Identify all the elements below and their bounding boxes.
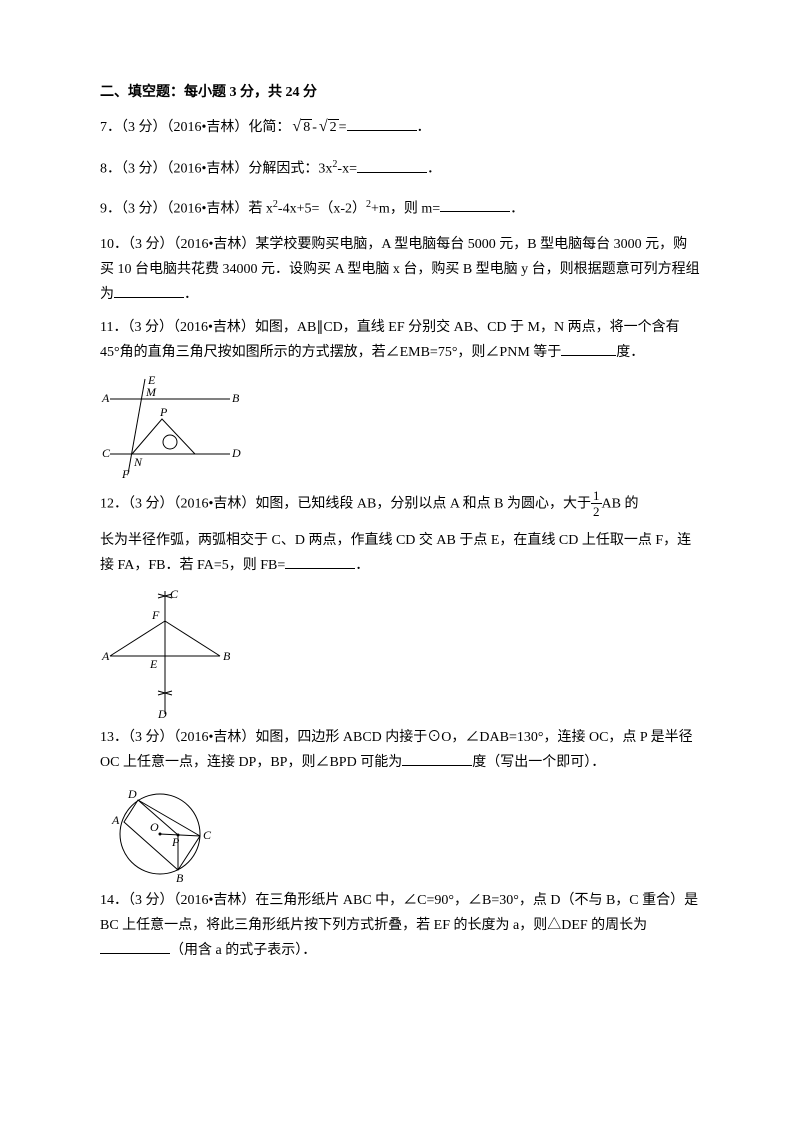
q9-prefix: 9．（3 分）（2016•吉林）若 x — [100, 201, 273, 216]
q13-diagram: A B C D O P — [100, 784, 220, 884]
q13-suffix: 度（写出一个即可）． — [472, 755, 605, 770]
sqrt-icon: 2 — [317, 113, 339, 142]
q12-mid: AB 的 — [602, 496, 639, 511]
svg-text:E: E — [149, 657, 158, 671]
q14-suffix: （用含 a 的式子表示）． — [170, 943, 316, 958]
svg-text:B: B — [176, 871, 184, 884]
q7-sqrt1: 8 — [301, 119, 312, 135]
q12-prefix: 12．（3 分）（2016•吉林）如图，已知线段 AB，分别以点 A 和点 B … — [100, 496, 591, 511]
svg-text:C: C — [203, 828, 212, 842]
q7-sqrt2: 2 — [328, 119, 339, 135]
q8-suffix: ． — [427, 162, 441, 177]
q14-text: 14．（3 分）（2016•吉林）在三角形纸片 ABC 中，∠C=90°，∠B=… — [100, 893, 698, 933]
answer-blank — [440, 197, 510, 212]
svg-text:C: C — [102, 446, 111, 460]
svg-text:O: O — [150, 820, 159, 834]
q9-mid1: -4x+5=（x-2） — [278, 201, 366, 216]
answer-blank — [561, 341, 616, 356]
svg-text:P: P — [171, 835, 180, 849]
q12-suffix: ． — [355, 558, 369, 573]
question-11: 11．（3 分）（2016•吉林）如图，AB∥CD，直线 EF 分别交 AB、C… — [100, 315, 700, 365]
q12-diagram: A B C D E F — [100, 586, 240, 721]
svg-text:D: D — [157, 707, 167, 721]
svg-text:C: C — [170, 587, 179, 601]
svg-text:F: F — [121, 467, 130, 481]
answer-blank — [100, 939, 170, 954]
section-title: 二、填空题：每小题 3 分，共 24 分 — [100, 80, 700, 105]
svg-text:A: A — [101, 649, 110, 663]
q7-eq: = — [339, 120, 347, 135]
q11-suffix: 度． — [616, 345, 644, 360]
svg-text:P: P — [159, 405, 168, 419]
svg-text:N: N — [133, 455, 143, 469]
svg-text:B: B — [232, 391, 240, 405]
svg-text:F: F — [151, 608, 160, 622]
answer-blank — [347, 116, 417, 131]
svg-text:D: D — [231, 446, 241, 460]
q12-line2: 长为半径作弧，两弧相交于 C、D 两点，作直线 CD 交 AB 于点 E，在直线… — [100, 533, 691, 573]
q8-mid: -x= — [337, 162, 357, 177]
question-10: 10．（3 分）（2016•吉林）某学校要购买电脑，A 型电脑每台 5000 元… — [100, 232, 700, 308]
question-13: 13．（3 分）（2016•吉林）如图，四边形 ABCD 内接于⊙O，∠DAB=… — [100, 725, 700, 775]
answer-blank — [357, 158, 427, 173]
question-12-cont: 长为半径作弧，两弧相交于 C、D 两点，作直线 CD 交 AB 于点 E，在直线… — [100, 528, 700, 578]
svg-text:A: A — [101, 391, 110, 405]
q9-mid2: +m，则 m= — [371, 201, 440, 216]
q8-prefix: 8．（3 分）（2016•吉林）分解因式：3x — [100, 162, 332, 177]
sqrt-icon: 8 — [290, 113, 312, 142]
svg-text:M: M — [145, 385, 157, 399]
svg-text:B: B — [223, 649, 231, 663]
answer-blank — [285, 554, 355, 569]
answer-blank — [114, 283, 184, 298]
question-7: 7．（3 分）（2016•吉林）化简：8-2=． — [100, 113, 700, 142]
question-8: 8．（3 分）（2016•吉林）分解因式：3x2-x=． — [100, 156, 700, 182]
question-14: 14．（3 分）（2016•吉林）在三角形纸片 ABC 中，∠C=90°，∠B=… — [100, 888, 700, 964]
q9-suffix: ． — [510, 201, 524, 216]
answer-blank — [402, 751, 472, 766]
svg-text:D: D — [127, 787, 137, 801]
question-9: 9．（3 分）（2016•吉林）若 x2-4x+5=（x-2）2+m，则 m=． — [100, 196, 700, 222]
fraction: 12 — [591, 488, 602, 520]
svg-text:A: A — [111, 813, 120, 827]
question-12: 12．（3 分）（2016•吉林）如图，已知线段 AB，分别以点 A 和点 B … — [100, 488, 700, 520]
q10-suffix: ． — [184, 287, 198, 302]
q7-prefix: 7．（3 分）（2016•吉林）化简： — [100, 120, 290, 135]
frac-num: 1 — [591, 488, 602, 505]
q7-suffix: ． — [417, 120, 431, 135]
q11-diagram: A B C D E F M N P — [100, 374, 250, 484]
frac-den: 2 — [591, 504, 602, 520]
